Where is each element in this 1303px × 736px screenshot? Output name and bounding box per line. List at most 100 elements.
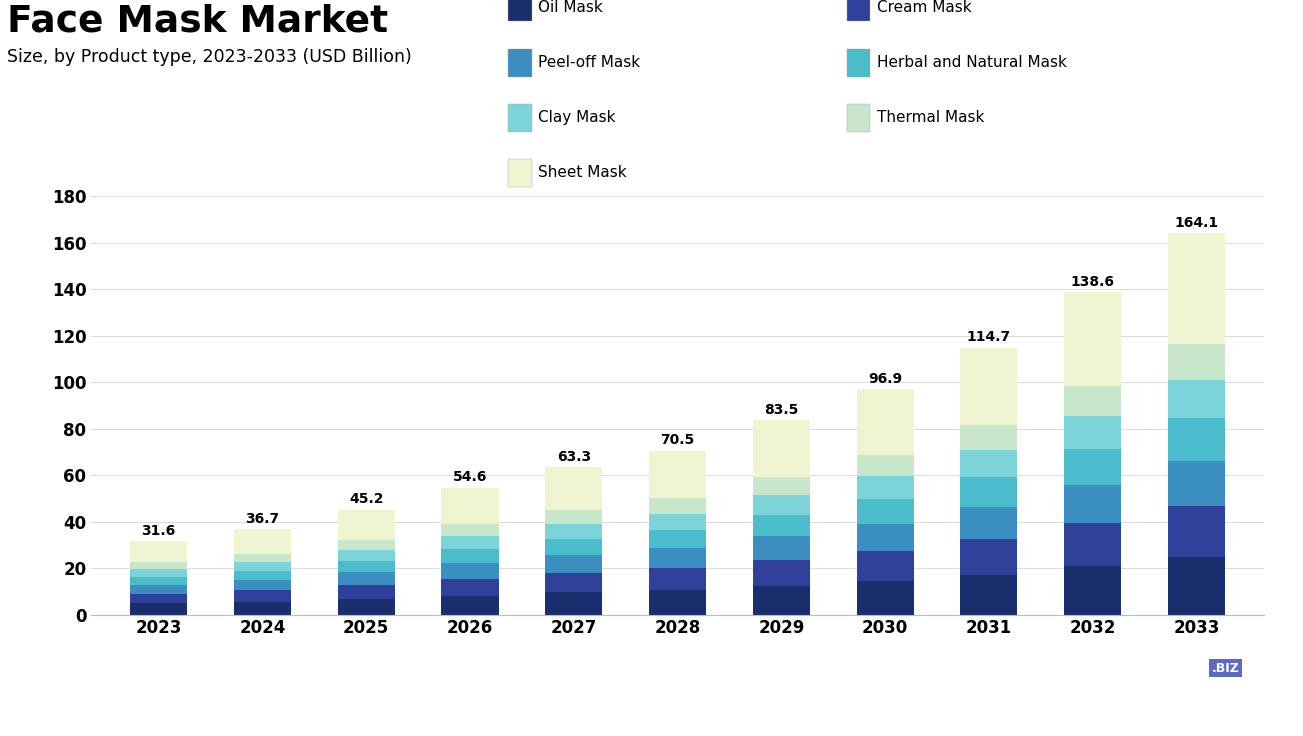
Text: 63.3: 63.3 [556, 450, 590, 464]
Text: .BIZ: .BIZ [1212, 662, 1239, 675]
Bar [337, 550, 395, 561]
Bar [442, 549, 499, 563]
Bar [856, 476, 913, 499]
Bar [1167, 233, 1225, 344]
Bar [960, 425, 1018, 450]
Bar [1065, 484, 1121, 523]
Bar [130, 594, 188, 604]
Bar [235, 580, 291, 590]
Bar [337, 509, 395, 540]
Text: The forecasted market
size for 2033 in USD:: The forecasted market size for 2033 in U… [430, 662, 636, 698]
Bar [753, 420, 810, 477]
Text: Sheet Mask: Sheet Mask [538, 166, 627, 180]
Bar [130, 585, 188, 594]
Text: Face Mask Market: Face Mask Market [7, 4, 387, 40]
Bar [649, 548, 706, 568]
Bar [235, 590, 291, 602]
Bar [753, 537, 810, 559]
Bar [1167, 380, 1225, 418]
Bar [649, 530, 706, 548]
Text: 31.6: 31.6 [142, 523, 176, 537]
Text: 114.7: 114.7 [967, 330, 1011, 344]
Text: ✓: ✓ [932, 666, 958, 695]
Text: 70.5: 70.5 [661, 434, 694, 447]
Bar [130, 604, 188, 615]
Bar [753, 515, 810, 537]
Text: The Market will Grow
At the CAGR of:: The Market will Grow At the CAGR of: [16, 662, 207, 698]
Bar [753, 495, 810, 515]
Bar [235, 554, 291, 562]
Bar [753, 477, 810, 495]
Text: Herbal and Natural Mask: Herbal and Natural Mask [877, 55, 1067, 70]
Bar [545, 555, 602, 573]
Bar [545, 467, 602, 510]
Bar [753, 559, 810, 586]
Bar [235, 529, 291, 554]
Bar [1065, 449, 1121, 484]
Bar [856, 581, 913, 615]
Bar [337, 561, 395, 573]
Bar [130, 577, 188, 585]
Bar [960, 507, 1018, 539]
Bar [1065, 417, 1121, 449]
Bar [960, 575, 1018, 615]
Bar [545, 592, 602, 615]
Bar [235, 570, 291, 580]
Bar [130, 562, 188, 569]
Bar [235, 602, 291, 615]
Bar [960, 348, 1018, 425]
Text: 18.4%: 18.4% [245, 659, 390, 701]
Bar [545, 510, 602, 524]
Text: 164.1: 164.1 [1174, 216, 1218, 230]
Bar [442, 537, 499, 549]
Bar [337, 599, 395, 615]
Bar [130, 541, 188, 562]
Text: Cream Mask: Cream Mask [877, 0, 972, 15]
Bar [649, 514, 706, 530]
Bar [1167, 506, 1225, 557]
Bar [856, 499, 913, 524]
Bar [337, 585, 395, 599]
Text: 96.9: 96.9 [868, 372, 902, 386]
Bar [442, 595, 499, 615]
Bar [1065, 292, 1121, 386]
Bar [856, 455, 913, 476]
Bar [960, 450, 1018, 478]
Bar [337, 540, 395, 550]
Text: $164.1B: $164.1B [697, 659, 890, 701]
Text: Oil Mask: Oil Mask [538, 0, 603, 15]
Text: 45.2: 45.2 [349, 492, 383, 506]
Bar [235, 562, 291, 570]
Bar [545, 573, 602, 592]
Text: WIDE RANGE OF GLOBAL MARKET REPORTS: WIDE RANGE OF GLOBAL MARKET REPORTS [984, 701, 1197, 711]
Text: 138.6: 138.6 [1071, 275, 1114, 289]
Bar [130, 569, 188, 577]
Text: 54.6: 54.6 [453, 470, 487, 484]
Bar [960, 539, 1018, 575]
Text: Thermal Mask: Thermal Mask [877, 110, 984, 125]
Bar [1065, 386, 1121, 417]
Bar [649, 450, 706, 498]
Bar [856, 524, 913, 551]
Bar [545, 524, 602, 539]
Bar [649, 498, 706, 514]
Text: 83.5: 83.5 [764, 403, 799, 417]
Bar [856, 389, 913, 455]
Bar [1167, 344, 1225, 380]
Bar [1167, 557, 1225, 615]
Text: MarketResearch: MarketResearch [984, 662, 1174, 682]
Bar [442, 488, 499, 524]
Bar [1065, 523, 1121, 566]
Text: Peel-off Mask: Peel-off Mask [538, 55, 640, 70]
Bar [1167, 461, 1225, 506]
Text: Clay Mask: Clay Mask [538, 110, 615, 125]
Bar [753, 586, 810, 615]
Bar [442, 524, 499, 537]
Bar [960, 478, 1018, 507]
Bar [649, 590, 706, 615]
Bar [442, 563, 499, 578]
Bar [1167, 418, 1225, 461]
Text: Size, by Product type, 2023-2033 (USD Billion): Size, by Product type, 2023-2033 (USD Bi… [7, 48, 412, 66]
Bar [856, 551, 913, 581]
Text: 36.7: 36.7 [245, 512, 280, 526]
